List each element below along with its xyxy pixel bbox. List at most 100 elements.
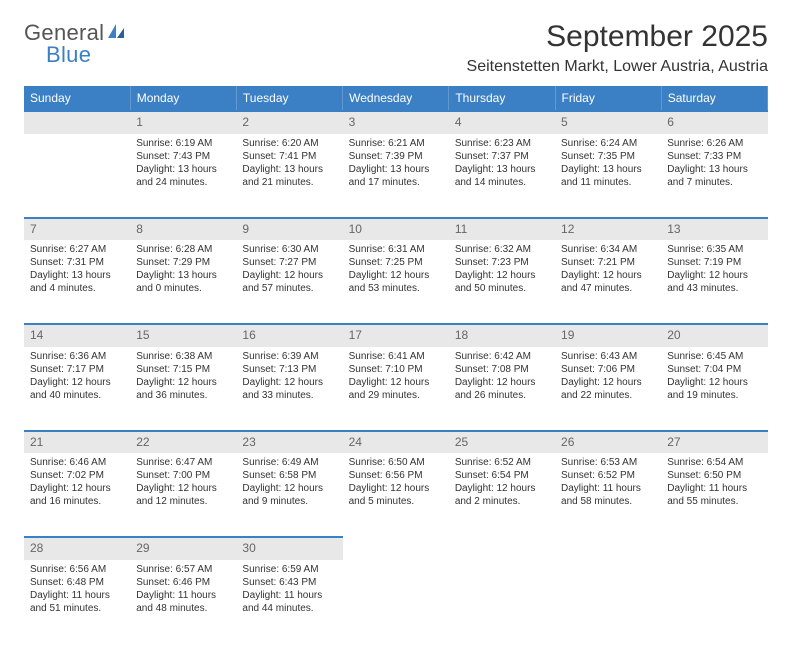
- day-number-cell: 25: [449, 431, 555, 454]
- day-number-cell: 20: [661, 324, 767, 347]
- sunset-text: Sunset: 7:15 PM: [136, 363, 230, 376]
- sunset-text: Sunset: 7:27 PM: [242, 256, 336, 269]
- sunrise-text: Sunrise: 6:49 AM: [242, 456, 336, 469]
- day-content-cell: Sunrise: 6:28 AMSunset: 7:29 PMDaylight:…: [130, 240, 236, 324]
- calendar-page: General Blue September 2025 Seitenstette…: [0, 0, 792, 664]
- daylight-text: Daylight: 13 hours and 21 minutes.: [242, 163, 336, 189]
- daylight-text: Daylight: 13 hours and 24 minutes.: [136, 163, 230, 189]
- day-number-cell: 7: [24, 218, 130, 241]
- day-number-cell: [449, 537, 555, 560]
- day-content-cell: Sunrise: 6:27 AMSunset: 7:31 PMDaylight:…: [24, 240, 130, 324]
- sunrise-text: Sunrise: 6:52 AM: [455, 456, 549, 469]
- sunset-text: Sunset: 6:52 PM: [561, 469, 655, 482]
- weekday-saturday: Saturday: [661, 86, 767, 111]
- daylight-text: Daylight: 13 hours and 0 minutes.: [136, 269, 230, 295]
- day-number-cell: 17: [343, 324, 449, 347]
- sunset-text: Sunset: 6:48 PM: [30, 576, 124, 589]
- sunrise-text: Sunrise: 6:56 AM: [30, 563, 124, 576]
- day-content-cell: Sunrise: 6:50 AMSunset: 6:56 PMDaylight:…: [343, 453, 449, 537]
- sunrise-text: Sunrise: 6:39 AM: [242, 350, 336, 363]
- sunrise-text: Sunrise: 6:21 AM: [349, 137, 443, 150]
- day-content-row: Sunrise: 6:56 AMSunset: 6:48 PMDaylight:…: [24, 560, 768, 644]
- day-content-cell: Sunrise: 6:35 AMSunset: 7:19 PMDaylight:…: [661, 240, 767, 324]
- day-content-cell: [24, 134, 130, 218]
- sunrise-text: Sunrise: 6:59 AM: [242, 563, 336, 576]
- sunset-text: Sunset: 6:58 PM: [242, 469, 336, 482]
- day-number-cell: 5: [555, 111, 661, 134]
- day-number-cell: 8: [130, 218, 236, 241]
- day-number-cell: 14: [24, 324, 130, 347]
- day-content-cell: Sunrise: 6:31 AMSunset: 7:25 PMDaylight:…: [343, 240, 449, 324]
- day-number-cell: 13: [661, 218, 767, 241]
- day-number-cell: 6: [661, 111, 767, 134]
- day-content-cell: [661, 560, 767, 644]
- sunrise-text: Sunrise: 6:34 AM: [561, 243, 655, 256]
- sunrise-text: Sunrise: 6:20 AM: [242, 137, 336, 150]
- sunrise-text: Sunrise: 6:41 AM: [349, 350, 443, 363]
- day-number-cell: 12: [555, 218, 661, 241]
- daynum-row: 123456: [24, 111, 768, 134]
- day-number-cell: 2: [236, 111, 342, 134]
- daylight-text: Daylight: 12 hours and 29 minutes.: [349, 376, 443, 402]
- sunset-text: Sunset: 7:39 PM: [349, 150, 443, 163]
- daylight-text: Daylight: 12 hours and 2 minutes.: [455, 482, 549, 508]
- sunset-text: Sunset: 7:02 PM: [30, 469, 124, 482]
- sunset-text: Sunset: 7:08 PM: [455, 363, 549, 376]
- day-content-cell: Sunrise: 6:54 AMSunset: 6:50 PMDaylight:…: [661, 453, 767, 537]
- day-number-cell: 15: [130, 324, 236, 347]
- sunset-text: Sunset: 7:29 PM: [136, 256, 230, 269]
- day-content-cell: Sunrise: 6:53 AMSunset: 6:52 PMDaylight:…: [555, 453, 661, 537]
- day-content-cell: Sunrise: 6:19 AMSunset: 7:43 PMDaylight:…: [130, 134, 236, 218]
- daylight-text: Daylight: 11 hours and 44 minutes.: [242, 589, 336, 615]
- day-content-cell: [555, 560, 661, 644]
- sunset-text: Sunset: 7:33 PM: [667, 150, 761, 163]
- day-content-cell: Sunrise: 6:43 AMSunset: 7:06 PMDaylight:…: [555, 347, 661, 431]
- day-content-cell: Sunrise: 6:30 AMSunset: 7:27 PMDaylight:…: [236, 240, 342, 324]
- logo: General Blue: [24, 20, 126, 68]
- calendar-body: 123456Sunrise: 6:19 AMSunset: 7:43 PMDay…: [24, 111, 768, 644]
- daylight-text: Daylight: 12 hours and 22 minutes.: [561, 376, 655, 402]
- day-content-cell: Sunrise: 6:20 AMSunset: 7:41 PMDaylight:…: [236, 134, 342, 218]
- daylight-text: Daylight: 13 hours and 14 minutes.: [455, 163, 549, 189]
- daynum-row: 21222324252627: [24, 431, 768, 454]
- sunrise-text: Sunrise: 6:27 AM: [30, 243, 124, 256]
- sunrise-text: Sunrise: 6:28 AM: [136, 243, 230, 256]
- day-number-cell: 18: [449, 324, 555, 347]
- day-number-cell: [343, 537, 449, 560]
- sunrise-text: Sunrise: 6:23 AM: [455, 137, 549, 150]
- sunset-text: Sunset: 7:43 PM: [136, 150, 230, 163]
- day-number-cell: 29: [130, 537, 236, 560]
- sunrise-text: Sunrise: 6:46 AM: [30, 456, 124, 469]
- daylight-text: Daylight: 12 hours and 43 minutes.: [667, 269, 761, 295]
- day-number-cell: 3: [343, 111, 449, 134]
- weekday-wednesday: Wednesday: [343, 86, 449, 111]
- daylight-text: Daylight: 12 hours and 12 minutes.: [136, 482, 230, 508]
- daylight-text: Daylight: 11 hours and 51 minutes.: [30, 589, 124, 615]
- sunset-text: Sunset: 7:17 PM: [30, 363, 124, 376]
- sunrise-text: Sunrise: 6:43 AM: [561, 350, 655, 363]
- sunset-text: Sunset: 7:23 PM: [455, 256, 549, 269]
- day-content-cell: Sunrise: 6:36 AMSunset: 7:17 PMDaylight:…: [24, 347, 130, 431]
- day-number-cell: 24: [343, 431, 449, 454]
- sunrise-text: Sunrise: 6:32 AM: [455, 243, 549, 256]
- daynum-row: 78910111213: [24, 218, 768, 241]
- sunset-text: Sunset: 7:35 PM: [561, 150, 655, 163]
- sunset-text: Sunset: 6:56 PM: [349, 469, 443, 482]
- daylight-text: Daylight: 12 hours and 57 minutes.: [242, 269, 336, 295]
- daylight-text: Daylight: 12 hours and 9 minutes.: [242, 482, 336, 508]
- day-number-cell: 11: [449, 218, 555, 241]
- weekday-monday: Monday: [130, 86, 236, 111]
- sunset-text: Sunset: 7:37 PM: [455, 150, 549, 163]
- weekday-header-row: Sunday Monday Tuesday Wednesday Thursday…: [24, 86, 768, 111]
- daylight-text: Daylight: 12 hours and 40 minutes.: [30, 376, 124, 402]
- daylight-text: Daylight: 12 hours and 19 minutes.: [667, 376, 761, 402]
- sunset-text: Sunset: 7:04 PM: [667, 363, 761, 376]
- day-content-row: Sunrise: 6:36 AMSunset: 7:17 PMDaylight:…: [24, 347, 768, 431]
- daynum-row: 282930: [24, 537, 768, 560]
- weekday-thursday: Thursday: [449, 86, 555, 111]
- day-content-cell: Sunrise: 6:21 AMSunset: 7:39 PMDaylight:…: [343, 134, 449, 218]
- daylight-text: Daylight: 13 hours and 4 minutes.: [30, 269, 124, 295]
- day-number-cell: 28: [24, 537, 130, 560]
- day-content-cell: Sunrise: 6:41 AMSunset: 7:10 PMDaylight:…: [343, 347, 449, 431]
- day-content-cell: Sunrise: 6:42 AMSunset: 7:08 PMDaylight:…: [449, 347, 555, 431]
